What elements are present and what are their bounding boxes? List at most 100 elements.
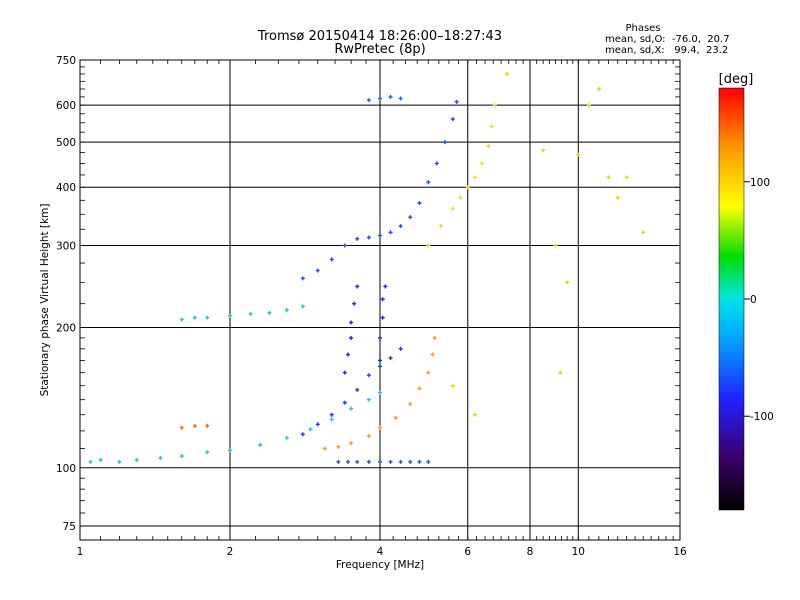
y-tick-label: 500 bbox=[56, 137, 76, 149]
data-point bbox=[248, 311, 253, 316]
data-point bbox=[315, 422, 320, 427]
colorbar-label: [deg] bbox=[719, 72, 754, 87]
data-point bbox=[349, 335, 354, 340]
y-tick-label: 400 bbox=[56, 182, 76, 194]
series-low-frequency-x-fragment bbox=[179, 423, 210, 430]
data-point bbox=[352, 301, 357, 306]
x-tick-label: 8 bbox=[527, 546, 534, 558]
data-point bbox=[417, 386, 422, 391]
data-point bbox=[345, 352, 350, 357]
data-point bbox=[322, 446, 327, 451]
data-point bbox=[489, 124, 494, 129]
series-f1-upper-trace-o- bbox=[300, 346, 403, 437]
y-axis-ticks: 75 100 200 300 400 500 600 750 bbox=[56, 55, 76, 533]
data-point bbox=[179, 317, 184, 322]
data-point bbox=[393, 415, 398, 420]
data-point bbox=[641, 230, 646, 235]
data-point bbox=[432, 335, 437, 340]
data-point bbox=[205, 423, 210, 428]
data-point bbox=[624, 175, 629, 180]
data-point bbox=[398, 96, 403, 101]
series-e-trace-o- bbox=[336, 459, 431, 464]
data-point bbox=[378, 459, 382, 464]
data-point bbox=[342, 400, 347, 405]
data-point bbox=[349, 320, 354, 325]
data-point bbox=[388, 356, 393, 361]
y-tick-label: 75 bbox=[63, 521, 76, 533]
data-point bbox=[117, 459, 122, 464]
data-point bbox=[355, 387, 360, 392]
data-point bbox=[366, 373, 371, 378]
data-point bbox=[192, 423, 197, 428]
data-point bbox=[228, 313, 232, 318]
series-f2-trace-x- bbox=[426, 103, 497, 248]
minor-ticks bbox=[80, 60, 680, 540]
series-high-f2-fragment bbox=[366, 94, 403, 103]
data-point bbox=[378, 390, 382, 395]
series-scattered-points bbox=[450, 71, 646, 417]
data-point bbox=[388, 94, 393, 99]
data-point bbox=[342, 243, 347, 248]
data-point bbox=[438, 224, 443, 229]
data-point bbox=[378, 233, 382, 238]
data-point bbox=[300, 276, 305, 281]
series-f2-trace-o- bbox=[300, 99, 459, 281]
data-point bbox=[565, 280, 570, 285]
data-point bbox=[576, 152, 581, 157]
x-tick-label: 6 bbox=[464, 546, 471, 558]
data-point bbox=[315, 268, 320, 273]
data-point bbox=[284, 308, 289, 313]
x-tick-label: 1 bbox=[77, 546, 84, 558]
data-point bbox=[479, 161, 484, 166]
data-point bbox=[458, 195, 463, 200]
data-point bbox=[88, 459, 93, 464]
data-point bbox=[378, 96, 382, 101]
x-tick-label: 10 bbox=[572, 546, 585, 558]
data-point bbox=[486, 144, 491, 149]
data-point bbox=[388, 459, 393, 464]
data-point bbox=[465, 185, 470, 190]
y-axis-label: Stationary phase Virtual Height [km] bbox=[39, 204, 51, 397]
data-point bbox=[541, 148, 546, 153]
data-point bbox=[366, 98, 371, 103]
data-point bbox=[380, 315, 385, 320]
data-point bbox=[134, 457, 139, 462]
chart-title: Tromsø 20150414 18:26:00–18:27:43 bbox=[257, 29, 502, 44]
data-point bbox=[380, 297, 385, 302]
y-tick-label: 100 bbox=[56, 463, 76, 475]
x-tick-label: 16 bbox=[673, 546, 687, 558]
colorbar bbox=[718, 87, 745, 511]
data-point bbox=[430, 352, 435, 357]
colorbar-tick-label: -100 bbox=[750, 411, 774, 423]
data-point bbox=[492, 103, 497, 108]
data-point bbox=[366, 459, 371, 464]
data-point bbox=[205, 315, 210, 320]
data-point bbox=[398, 224, 403, 229]
data-point bbox=[426, 370, 431, 375]
data-point bbox=[398, 346, 403, 351]
y-tick-label: 750 bbox=[56, 55, 76, 67]
data-point bbox=[336, 459, 341, 464]
data-point bbox=[426, 180, 431, 185]
phases-header-line-x: mean, sd,X: 99.4, 23.2 bbox=[605, 45, 728, 56]
x-axis-label: Frequency [MHz] bbox=[336, 559, 424, 571]
colorbar-tick-label: 0 bbox=[750, 294, 757, 306]
data-points bbox=[88, 71, 646, 464]
data-point bbox=[342, 370, 347, 375]
data-point bbox=[205, 450, 210, 455]
data-point bbox=[378, 358, 382, 363]
series-sporadic-e-fragment bbox=[179, 304, 305, 322]
data-point bbox=[336, 444, 341, 449]
data-point bbox=[355, 284, 360, 289]
series-f1-trace-x- bbox=[322, 335, 437, 451]
data-point bbox=[329, 412, 334, 417]
data-point bbox=[408, 459, 413, 464]
data-point bbox=[417, 201, 422, 206]
chart-subtitle: RwPretec (8p) bbox=[334, 42, 425, 57]
y-tick-label: 600 bbox=[56, 100, 76, 112]
colorbar-tick-label: 100 bbox=[750, 177, 770, 189]
data-point bbox=[355, 459, 360, 464]
data-point bbox=[98, 457, 103, 462]
data-point bbox=[228, 448, 232, 453]
